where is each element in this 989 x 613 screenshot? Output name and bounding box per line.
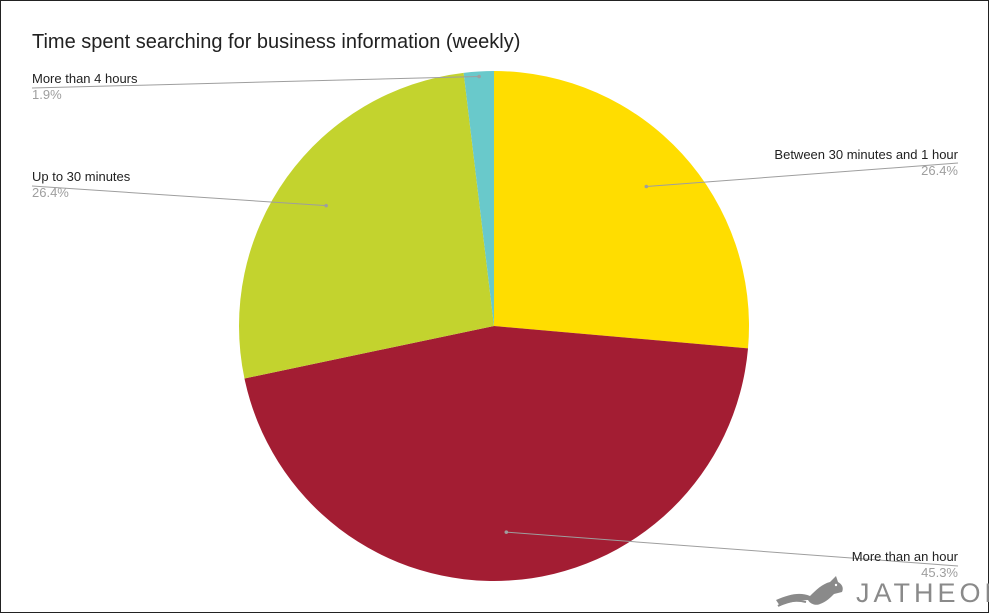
leader-dot: [324, 203, 328, 208]
leader-line: [31, 185, 327, 207]
leader-line: [31, 76, 480, 89]
slice-value: 26.4%: [32, 185, 69, 200]
slice-label-between-30-and-1-hour: Between 30 minutes and 1 hour 26.4%: [774, 147, 958, 179]
chart-title: Time spent searching for business inform…: [32, 31, 521, 53]
pie-slice-up-to-30-minutes: [239, 72, 494, 379]
leader-dot: [477, 74, 481, 79]
slice-name: More than 4 hours: [32, 71, 138, 86]
slice-name: Up to 30 minutes: [32, 169, 131, 184]
logo-wordmark: JATHEON: [856, 578, 989, 608]
slice-label-more-than-4-hours: More than 4 hours 1.9%: [32, 71, 138, 103]
leader-dot: [504, 530, 509, 534]
slice-label-more-than-an-hour: More than an hour 45.3%: [852, 549, 958, 581]
slice-name: More than an hour: [851, 549, 958, 564]
leader-dot: [644, 184, 649, 189]
pie-slice-more-than-4-hours: [463, 71, 494, 326]
leader-line: [506, 531, 959, 567]
slice-value: 26.4%: [921, 163, 958, 178]
jatheon-logo-icon: [776, 576, 843, 607]
pie-slice-more-than-an-hour: [244, 326, 749, 582]
pie-slice-between-30-and-1-hour: [494, 71, 749, 349]
slice-value: 45.3%: [921, 565, 958, 580]
slice-value: 1.9%: [32, 87, 62, 102]
slice-name: Between 30 minutes and 1 hour: [774, 147, 958, 162]
leader-line: [646, 162, 959, 188]
slice-label-up-to-30-minutes: Up to 30 minutes 26.4%: [32, 169, 130, 201]
